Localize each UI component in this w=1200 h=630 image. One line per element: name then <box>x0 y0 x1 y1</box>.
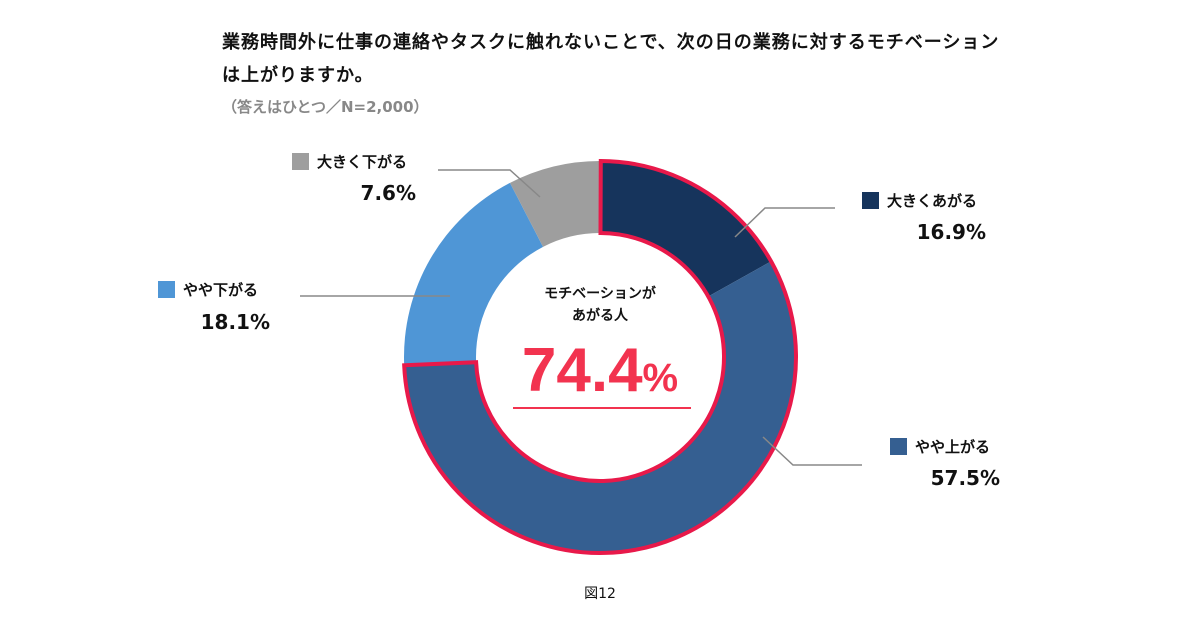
legend-text: やや下がる <box>183 281 259 299</box>
value-label-3: 7.6% <box>360 181 416 205</box>
center-underline <box>513 407 691 409</box>
legend-text: 大きくあがる <box>887 192 978 210</box>
donut-slice-2 <box>404 182 544 366</box>
figure-label: 図12 <box>584 586 616 602</box>
legend-swatch <box>158 281 175 298</box>
legend-label-0: 大きくあがる <box>862 190 977 211</box>
center-label-line1: モチベーションが <box>544 286 656 302</box>
leader-line-3 <box>438 169 541 198</box>
legend-swatch <box>890 438 907 455</box>
legend-swatch <box>862 192 879 209</box>
legend-label-2: やや下がる <box>158 279 258 300</box>
value-label-0: 16.9% <box>916 220 986 244</box>
center-value-unit: % <box>642 356 679 400</box>
legend-label-1: やや上がる <box>890 436 990 457</box>
highlight-outline <box>402 158 798 555</box>
leader-line-1 <box>762 436 862 466</box>
legend-label-3: 大きく下がる <box>292 151 407 172</box>
legend-swatch <box>292 153 309 170</box>
center-label: モチベーションが あがる人 <box>500 283 700 327</box>
center-label-line2: あがる人 <box>572 308 628 324</box>
value-label-1: 57.5% <box>930 466 1000 490</box>
center-value: 74.4% <box>500 335 700 406</box>
legend-text: 大きく下がる <box>317 153 408 171</box>
value-label-2: 18.1% <box>200 310 270 334</box>
leader-line-0 <box>734 207 835 238</box>
donut-slice-1 <box>404 261 796 553</box>
legend-text: やや上がる <box>915 438 991 456</box>
center-value-number: 74.4 <box>521 336 643 405</box>
donut-slice-3 <box>510 161 600 247</box>
chart-title: 業務時間外に仕事の連絡やタスクに触れないことで、次の日の業務に対するモチベーショ… <box>222 32 1000 86</box>
chart-subtitle: （答えはひとつ／N=2,000） <box>222 98 429 116</box>
donut-slice-0 <box>600 161 772 297</box>
